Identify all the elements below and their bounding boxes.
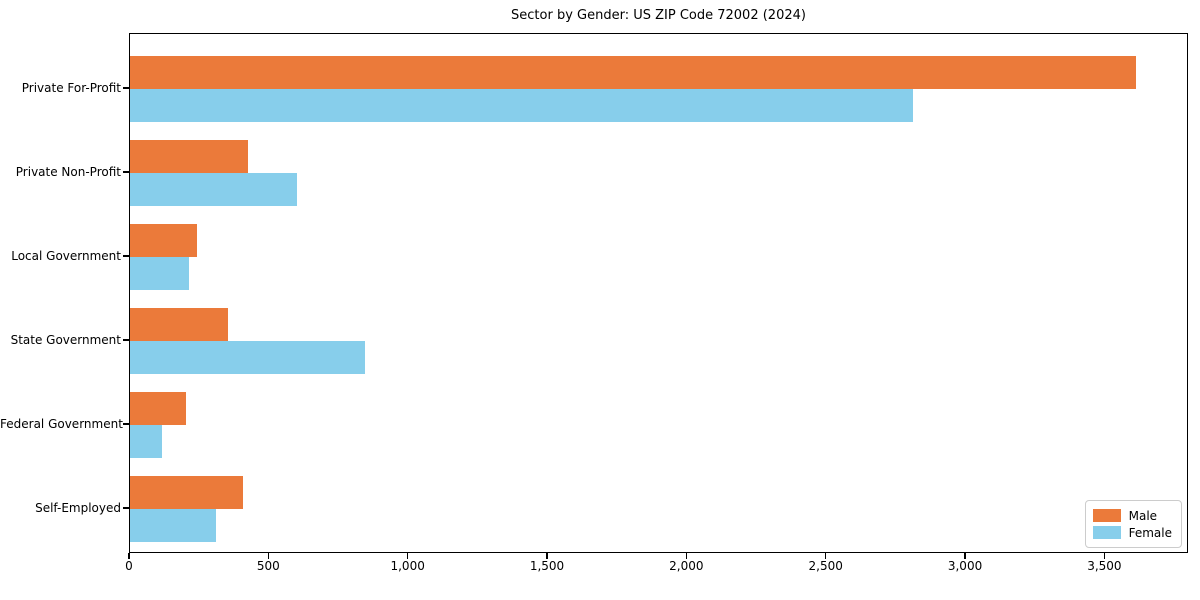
x-tick-mark: [685, 553, 688, 559]
plot-area: Male Female: [129, 33, 1188, 553]
bar-male-1: [130, 140, 249, 173]
x-tick-label: 2,000: [669, 559, 704, 573]
x-tick-label: 1,000: [390, 559, 425, 573]
x-tick-mark: [546, 553, 548, 559]
x-tick-label: 3,000: [947, 559, 983, 573]
x-tick-label: 3,500: [1087, 559, 1122, 573]
x-tick-mark: [406, 553, 409, 559]
x-tick-label: 1,500: [529, 559, 565, 573]
legend-swatch-female: [1092, 526, 1121, 539]
bar-female-4: [130, 425, 163, 458]
bar-female-1: [130, 173, 298, 206]
bar-female-2: [130, 257, 189, 290]
x-tick-mark: [964, 553, 966, 559]
legend-swatch-male: [1092, 509, 1121, 522]
y-axis-label: Self-Employed: [35, 501, 121, 515]
y-tick-mark: [123, 87, 129, 89]
x-tick-label: 2,500: [808, 559, 843, 573]
y-axis-label: Private Non-Profit: [15, 165, 121, 179]
legend-entry-male: Male: [1092, 507, 1172, 524]
bar-male-5: [130, 476, 243, 509]
y-tick-mark: [123, 255, 129, 257]
bar-male-4: [130, 392, 186, 425]
bar-female-5: [130, 509, 217, 542]
y-axis-label: Private For-Profit: [21, 81, 121, 95]
legend-label: Female: [1128, 525, 1172, 540]
y-tick-mark: [123, 423, 129, 425]
chart-title: Sector by Gender: US ZIP Code 72002 (202…: [511, 8, 806, 23]
bar-male-2: [130, 224, 197, 257]
legend-entry-female: Female: [1092, 524, 1172, 541]
x-tick-label: 0: [125, 559, 133, 573]
y-tick-mark: [123, 171, 129, 173]
x-tick-mark: [1103, 553, 1106, 559]
y-axis-label: Local Government: [11, 249, 121, 263]
legend-label: Male: [1128, 508, 1158, 523]
x-tick-label: 500: [256, 559, 280, 573]
x-tick-mark: [128, 553, 130, 559]
x-tick-mark: [824, 553, 827, 559]
legend: Male Female: [1084, 500, 1182, 548]
bar-female-0: [130, 89, 914, 122]
y-axis-label: State Government: [10, 333, 121, 347]
bar-male-0: [130, 56, 1137, 89]
y-tick-mark: [123, 507, 129, 509]
bar-female-3: [130, 341, 366, 374]
y-tick-mark: [123, 339, 129, 341]
x-tick-mark: [267, 553, 270, 559]
bar-male-3: [130, 308, 228, 341]
y-axis-label: Federal Government: [0, 417, 123, 431]
